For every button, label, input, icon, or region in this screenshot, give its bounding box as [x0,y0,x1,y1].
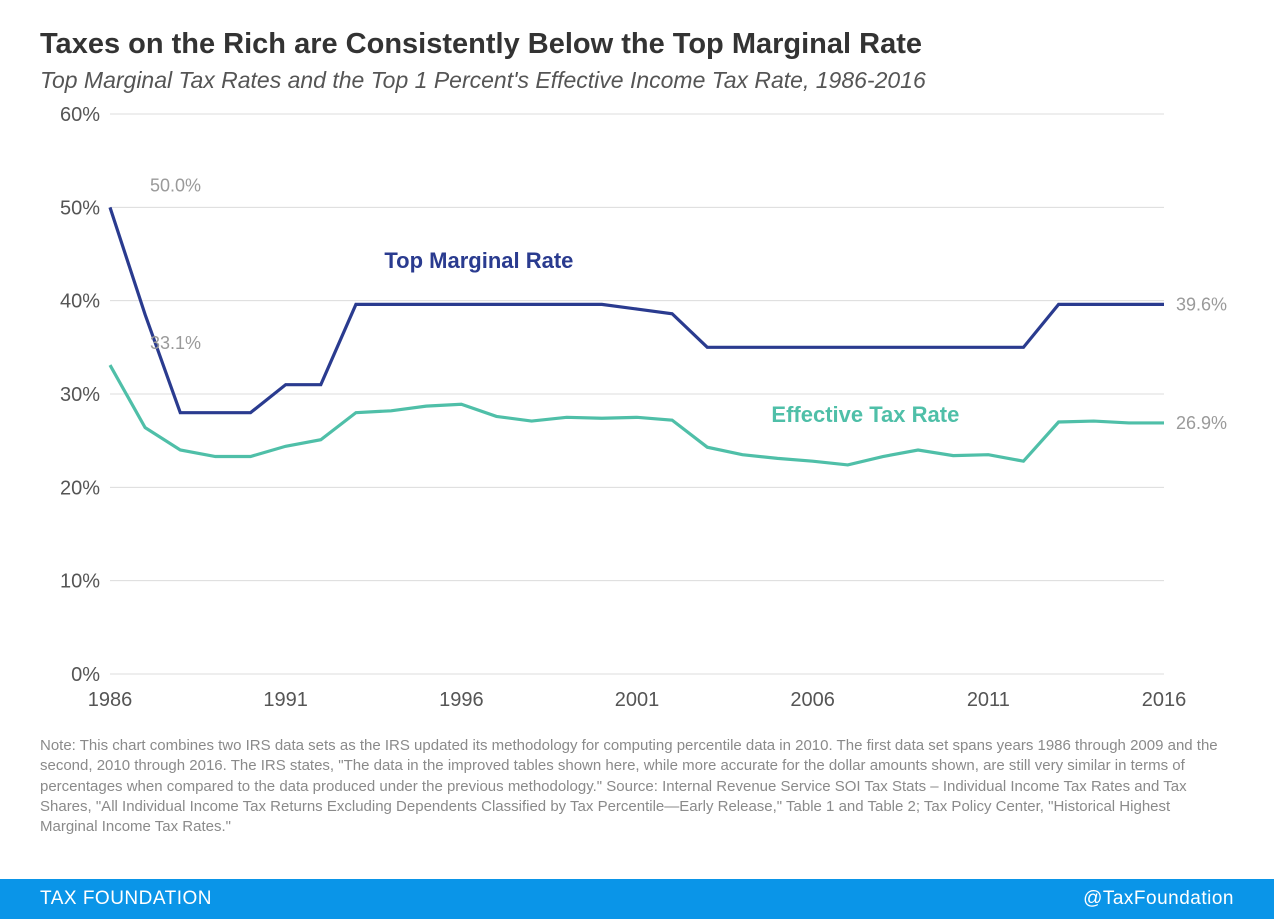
x-tick-label: 1991 [263,689,308,711]
series-name-label: Effective Tax Rate [771,402,959,427]
series-end-label: 39.6% [1176,294,1227,314]
y-tick-label: 30% [60,384,100,406]
footer-bar: TAX FOUNDATION @TaxFoundation [0,879,1274,919]
y-tick-label: 0% [71,664,100,686]
series-end-label: 26.9% [1176,413,1227,433]
line-chart-svg: 0% 10% 20% 30% 40% 50% 60% 1986 1991 1996 2001 2006… [40,104,1234,724]
chart-area: 0% 10% 20% 30% 40% 50% 60% 1986 1991 1996 2001 2006… [40,104,1234,724]
chart-note: Note: This chart combines two IRS data s… [40,736,1234,837]
y-tick-label: 60% [60,104,100,126]
series-name-label: Top Marginal Rate [384,248,573,273]
x-tick-label: 1996 [439,689,484,711]
x-tick-label: 2006 [790,689,835,711]
series-line [110,207,1164,412]
series-line [110,365,1164,465]
chart-title: Taxes on the Rich are Consistently Below… [40,28,1234,61]
y-tick-label: 40% [60,291,100,313]
series-start-label: 50.0% [150,175,201,195]
footer-handle: @TaxFoundation [1083,888,1234,910]
footer-brand: TAX FOUNDATION [40,888,212,910]
x-tick-label: 2011 [967,689,1010,711]
x-tick-label: 2001 [615,689,660,711]
y-tick-label: 20% [60,477,100,499]
y-tick-label: 50% [60,197,100,219]
x-tick-label: 2016 [1142,689,1187,711]
series-start-label: 33.1% [150,333,201,353]
chart-subtitle: Top Marginal Tax Rates and the Top 1 Per… [40,67,1234,94]
y-tick-label: 10% [60,571,100,593]
x-tick-label: 1986 [88,689,133,711]
